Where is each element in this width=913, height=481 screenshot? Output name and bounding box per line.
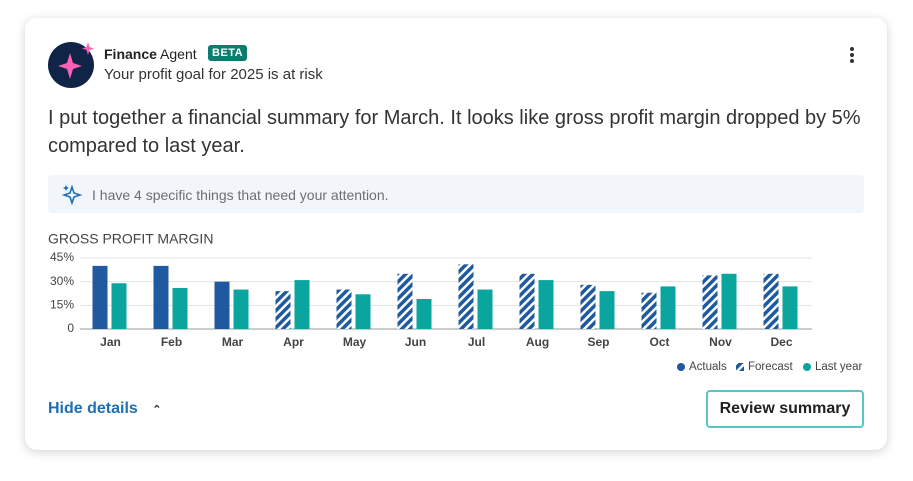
card xyxy=(25,18,887,450)
bar xyxy=(702,275,718,329)
x-tick-label: Jun xyxy=(405,335,426,349)
bar xyxy=(660,286,676,329)
bar xyxy=(721,273,737,329)
bar xyxy=(599,291,615,329)
agent-role: Agent xyxy=(160,46,197,62)
subtitle: Your profit goal for 2025 is at risk xyxy=(104,66,323,83)
y-tick-label: 0 xyxy=(67,321,74,335)
bar xyxy=(336,289,352,329)
beta-badge: BETA xyxy=(208,45,248,61)
legend-swatch xyxy=(677,363,685,371)
bar xyxy=(92,265,108,329)
bar xyxy=(782,286,798,329)
bar xyxy=(294,280,310,329)
legend-swatch xyxy=(803,363,811,371)
bar xyxy=(641,292,657,329)
bar xyxy=(172,287,188,329)
message: I put together a financial summary for M… xyxy=(48,107,861,157)
agent-name: Finance Agent xyxy=(104,46,197,62)
agent-avatar xyxy=(48,42,94,88)
sparkle-icon xyxy=(62,184,83,206)
bar xyxy=(416,299,432,329)
legend-swatch xyxy=(736,363,744,371)
bar xyxy=(763,273,779,329)
x-tick-label: Aug xyxy=(526,335,549,349)
bar xyxy=(397,273,413,329)
x-tick-label: May xyxy=(343,335,367,349)
x-tick-label: Jul xyxy=(468,335,485,349)
bar xyxy=(111,283,127,329)
bar xyxy=(355,294,371,329)
y-tick-label: 15% xyxy=(50,298,74,312)
chart: GROSS PROFIT MARGIN 0 15% 30% 45% Jan Feb Mar A… xyxy=(48,231,862,373)
x-tick-label: Apr xyxy=(283,335,304,349)
chevron-up[interactable]: ⌃ xyxy=(152,404,162,416)
legend-label: Last year xyxy=(815,361,862,373)
hide-details-text[interactable]: Hide details xyxy=(48,400,138,417)
bar xyxy=(477,289,493,329)
y-tick-label: 45% xyxy=(50,250,74,264)
x-tick-label: Nov xyxy=(709,335,732,349)
bar xyxy=(214,281,230,329)
legend-label: Forecast xyxy=(748,361,794,373)
review-summary-button[interactable]: Review summary xyxy=(706,390,864,428)
notice: I have 4 specific things that need your … xyxy=(48,175,864,213)
bar xyxy=(519,273,535,329)
legend-label: Actuals xyxy=(689,361,727,373)
more-menu[interactable] xyxy=(848,46,856,64)
hide-details[interactable]: Hide details ⌃ xyxy=(48,400,161,418)
bar xyxy=(153,265,169,329)
bar xyxy=(580,284,596,329)
bar xyxy=(538,280,554,329)
chart-title: GROSS PROFIT MARGIN xyxy=(48,231,213,247)
bar xyxy=(275,291,291,329)
bar xyxy=(458,264,474,329)
x-tick-label: Mar xyxy=(222,335,244,349)
x-tick-label: Oct xyxy=(649,335,669,349)
x-tick-label: Dec xyxy=(770,335,792,349)
agent-name-bold: Finance xyxy=(104,46,157,62)
y-tick-label: 30% xyxy=(50,274,74,288)
bar xyxy=(233,289,249,329)
x-tick-label: Sep xyxy=(587,335,609,349)
x-tick-label: Jan xyxy=(100,335,121,349)
x-tick-label: Feb xyxy=(161,335,182,349)
notice-text: I have 4 specific things that need your … xyxy=(92,187,389,203)
